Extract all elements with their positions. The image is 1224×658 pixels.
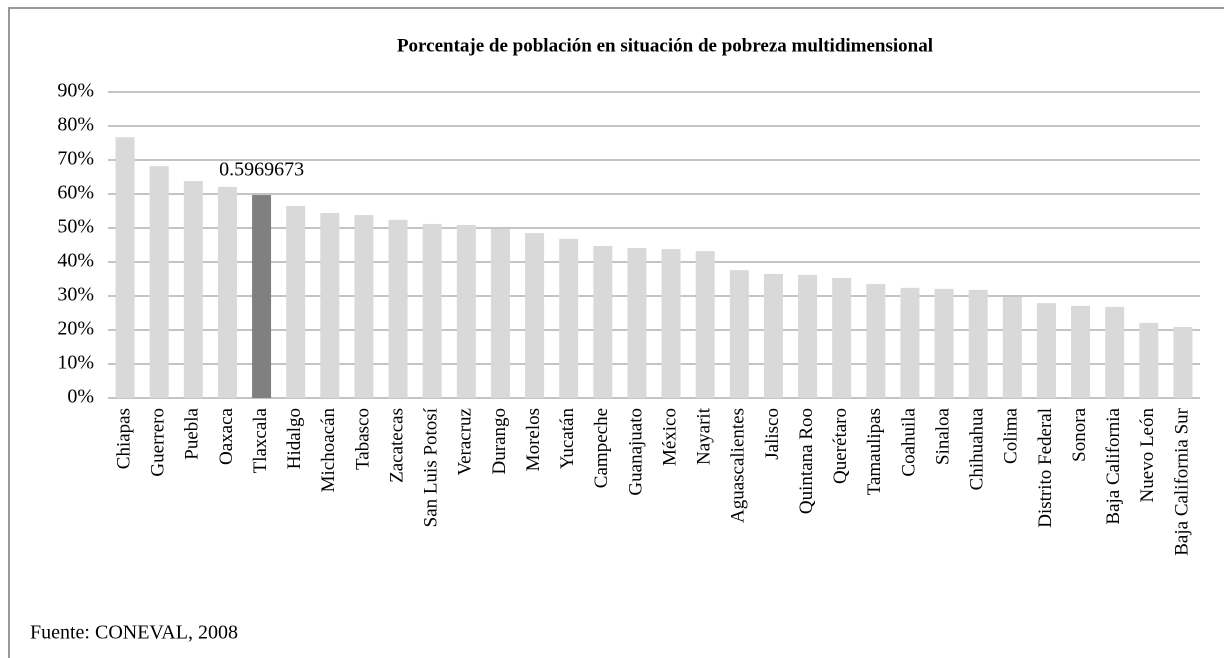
bar bbox=[183, 181, 203, 398]
bar bbox=[149, 166, 169, 398]
x-tick-label: Baja California bbox=[1103, 407, 1124, 524]
x-tick-label: Guerrero bbox=[148, 408, 169, 477]
bar bbox=[1139, 322, 1159, 398]
bar bbox=[1173, 326, 1193, 398]
bar bbox=[593, 246, 613, 398]
x-tick-label: México bbox=[659, 408, 680, 466]
x-tick-label: Zacatecas bbox=[386, 408, 407, 483]
bar bbox=[627, 248, 647, 398]
x-tick-label: Puebla bbox=[182, 407, 203, 459]
x-tick-label: Durango bbox=[489, 408, 510, 474]
bar bbox=[900, 287, 920, 398]
x-tick-label: Hidalgo bbox=[284, 408, 305, 469]
y-tick-label: 0% bbox=[67, 386, 94, 408]
bar bbox=[832, 277, 852, 398]
bar bbox=[490, 229, 510, 398]
chart-title: Porcentaje de población en situación de … bbox=[397, 35, 933, 56]
bar bbox=[763, 273, 783, 398]
y-tick-label: 70% bbox=[57, 148, 94, 170]
x-tick-label: Colima bbox=[1001, 407, 1022, 464]
x-tick-label: Oaxaca bbox=[216, 407, 237, 465]
x-tick-label: Sinaloa bbox=[932, 407, 953, 465]
x-tick-label: Yucatán bbox=[557, 408, 578, 470]
bar bbox=[695, 251, 715, 398]
bar bbox=[729, 270, 749, 398]
bar bbox=[559, 238, 579, 398]
x-tick-label: Quintana Roo bbox=[796, 408, 817, 514]
x-tick-label: Chiapas bbox=[113, 408, 134, 469]
x-tick-label: Jalisco bbox=[762, 408, 783, 460]
bar bbox=[1105, 306, 1125, 398]
bar bbox=[525, 233, 545, 398]
data-label: 0.5969673 bbox=[219, 159, 304, 181]
x-tick-label: Sonora bbox=[1069, 407, 1090, 461]
y-tick-label: 60% bbox=[57, 182, 94, 204]
bar bbox=[798, 274, 818, 398]
bar bbox=[1071, 305, 1091, 398]
x-tick-label: Veracruz bbox=[455, 408, 476, 476]
x-tick-label: Querétaro bbox=[830, 408, 851, 484]
bar bbox=[354, 215, 374, 398]
y-tick-label: 80% bbox=[57, 114, 94, 136]
y-tick-label: 30% bbox=[57, 284, 94, 306]
y-tick-label: 90% bbox=[57, 80, 94, 102]
x-tick-label: Nuevo León bbox=[1137, 408, 1158, 503]
x-tick-label: Campeche bbox=[591, 408, 612, 488]
x-tick-label: Morelos bbox=[523, 408, 544, 471]
bar bbox=[320, 213, 340, 398]
bar bbox=[456, 224, 476, 398]
x-tick-label: Tabasco bbox=[352, 408, 373, 470]
x-tick-label: Tlaxcala bbox=[250, 407, 271, 473]
bar bbox=[286, 205, 306, 398]
bar bbox=[115, 137, 135, 398]
x-tick-label: Guanajuato bbox=[625, 408, 646, 496]
bar bbox=[866, 284, 886, 398]
x-tick-label: Tamaulipas bbox=[864, 408, 885, 495]
y-tick-label: 10% bbox=[57, 352, 94, 374]
bar bbox=[217, 186, 237, 398]
x-tick-label: Distrito Federal bbox=[1035, 408, 1056, 528]
source-note: Fuente: CONEVAL, 2008 bbox=[30, 622, 238, 644]
bar bbox=[661, 249, 681, 398]
x-tick-label: Michoacán bbox=[318, 408, 339, 493]
bar bbox=[252, 195, 272, 398]
bar bbox=[1036, 303, 1056, 398]
bar bbox=[1002, 297, 1022, 398]
x-tick-label: San Luis Potosí bbox=[421, 407, 442, 527]
x-tick-label: Aguascalientes bbox=[728, 408, 749, 523]
frame bbox=[8, 7, 1224, 658]
y-tick-label: 20% bbox=[57, 318, 94, 340]
x-tick-label: Coahuila bbox=[898, 407, 919, 476]
bar bbox=[968, 289, 988, 398]
y-tick-label: 50% bbox=[57, 216, 94, 238]
bar bbox=[422, 223, 442, 398]
bar bbox=[388, 219, 408, 398]
x-tick-label: Chihuahua bbox=[967, 407, 988, 490]
x-tick-label: Nayarit bbox=[694, 407, 715, 465]
bar bbox=[934, 288, 954, 398]
y-tick-label: 40% bbox=[57, 250, 94, 272]
x-tick-label: Baja California Sur bbox=[1171, 407, 1192, 555]
